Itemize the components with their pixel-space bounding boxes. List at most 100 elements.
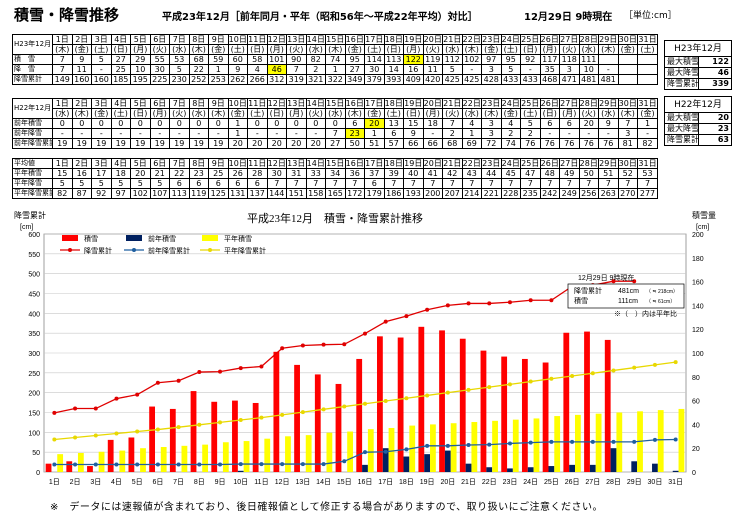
y-tick-right: 160 (692, 280, 704, 287)
y-axis-left-unit: [cm] (20, 224, 33, 231)
table-cell: 97 (481, 54, 502, 65)
x-tick: 30日 (648, 478, 663, 486)
table-cell: 19 (149, 138, 171, 149)
weekday-header: (金) (71, 44, 93, 55)
table-cell (617, 64, 639, 75)
bar-積雪 (294, 364, 300, 472)
marker-前年降雪累計 (300, 462, 305, 467)
bar-平年積雪 (222, 442, 229, 472)
table-cell: 57 (383, 138, 405, 149)
day-header: 17日 (364, 34, 385, 45)
table-cell: 19 (71, 138, 93, 149)
day-header: 16日 (344, 98, 366, 109)
table-cell: 379 (364, 74, 385, 85)
marker-平年降雪累計 (652, 362, 657, 367)
marker-降雪累計 (280, 346, 285, 351)
table-cell: 58 (247, 54, 268, 65)
x-tick: 6日 (152, 478, 163, 486)
table-cell: - (208, 128, 229, 139)
table-cell: - (539, 128, 561, 139)
day-header: 6日 (149, 158, 171, 169)
table-id-label: 平均値 (11, 158, 54, 169)
marker-前年降雪累計 (321, 462, 326, 467)
bar-前年積雪 (507, 468, 513, 472)
day-header: 14日 (305, 98, 327, 109)
day-header: 30日 (617, 158, 639, 169)
marker-平年降雪累計 (570, 374, 575, 379)
bar-平年積雪 (305, 435, 312, 472)
weekday-header: (金) (500, 108, 522, 119)
table-cell: 69 (461, 138, 483, 149)
table-cell: 7 (539, 178, 561, 189)
day-header: 20日 (422, 34, 444, 45)
table-row: 平年降雪累計 82 87 92 97 102 107 113 119 125 131 137 144 15… (11, 188, 658, 199)
y-tick-left: 400 (28, 311, 40, 318)
table-cell: 5 (91, 54, 112, 65)
bar-平年積雪 (450, 423, 457, 472)
day-header: 24日 (500, 34, 522, 45)
marker-降雪累計 (445, 303, 450, 308)
table-cell (617, 54, 639, 65)
table-id-label: H23年12月 (11, 34, 54, 55)
bar-積雪 (128, 437, 135, 472)
x-tick: 7日 (173, 478, 184, 486)
table-cell: 76 (559, 138, 580, 149)
table-cell: 33 (305, 168, 327, 179)
table-cell: 13 (383, 118, 405, 129)
annotation-value: 111cm (618, 298, 638, 305)
table-cell: 7 (403, 178, 424, 189)
table-cell: 21 (149, 168, 171, 179)
table-cell (617, 74, 639, 85)
y-tick-left: 450 (28, 292, 40, 299)
table-id-label: H22年12月 (11, 98, 54, 119)
day-header: 23日 (481, 34, 502, 45)
weekday-header: (土) (110, 108, 132, 119)
table-cell: 7 (461, 178, 483, 189)
table-cell: - (305, 128, 327, 139)
annotation-label: 積雪 (574, 296, 588, 305)
table-cell: 122 (403, 54, 424, 65)
table-cell: 119 (188, 188, 210, 199)
day-header: 19日 (403, 158, 424, 169)
marker-前年降雪累計 (280, 462, 285, 467)
table-cell: 44 (481, 168, 502, 179)
y-tick-left: 300 (28, 351, 40, 358)
chart-title: 平成23年12月 積雪・降雪累計推移 (247, 211, 423, 225)
table-cell: 7 (52, 64, 73, 75)
table-cell: 87 (71, 188, 93, 199)
weekday-header: (土) (364, 44, 385, 55)
table-cell: 5 (110, 178, 132, 189)
disclaimer-note: ※ データには速報値が含まれており、後日確報値として修正する場合がありますので、… (50, 502, 603, 513)
weekday-header: (木) (208, 108, 229, 119)
table-cell: 6 (559, 118, 580, 129)
table-cell: 68 (442, 138, 463, 149)
legend-swatch (202, 235, 218, 241)
day-header: 10日 (227, 98, 249, 109)
day-header: 8日 (188, 98, 210, 109)
day-header: 11日 (247, 158, 268, 169)
summary-value: 23 (697, 123, 732, 135)
table-cell: 22 (188, 64, 210, 75)
table-cell: 117 (539, 54, 561, 65)
weekday-header: (月) (559, 108, 580, 119)
summary-label: 降雪累計 (664, 134, 699, 146)
table-cell: 20 (247, 138, 268, 149)
bar-平年積雪 (202, 444, 209, 472)
table-cell: 55 (149, 54, 171, 65)
bar-積雪 (273, 351, 280, 472)
table-cell: 0 (305, 118, 327, 129)
table-cell: 7 (325, 128, 346, 139)
annotation-ratio: （ ≒ 218cm） (646, 289, 678, 295)
table-cell: 76 (598, 138, 619, 149)
y-tick-right: 120 (692, 327, 704, 334)
marker-平年降雪累計 (404, 396, 409, 401)
marker-前年降雪累計 (259, 462, 264, 467)
day-header: 11日 (247, 98, 268, 109)
table-cell (637, 64, 658, 75)
table-cell: 0 (71, 118, 93, 129)
table-cell: 46 (266, 64, 288, 75)
table-cell: 158 (305, 188, 327, 199)
table-cell: 5 (91, 178, 112, 189)
table-cell: 4 (461, 118, 483, 129)
y-tick-left: 0 (36, 470, 40, 477)
